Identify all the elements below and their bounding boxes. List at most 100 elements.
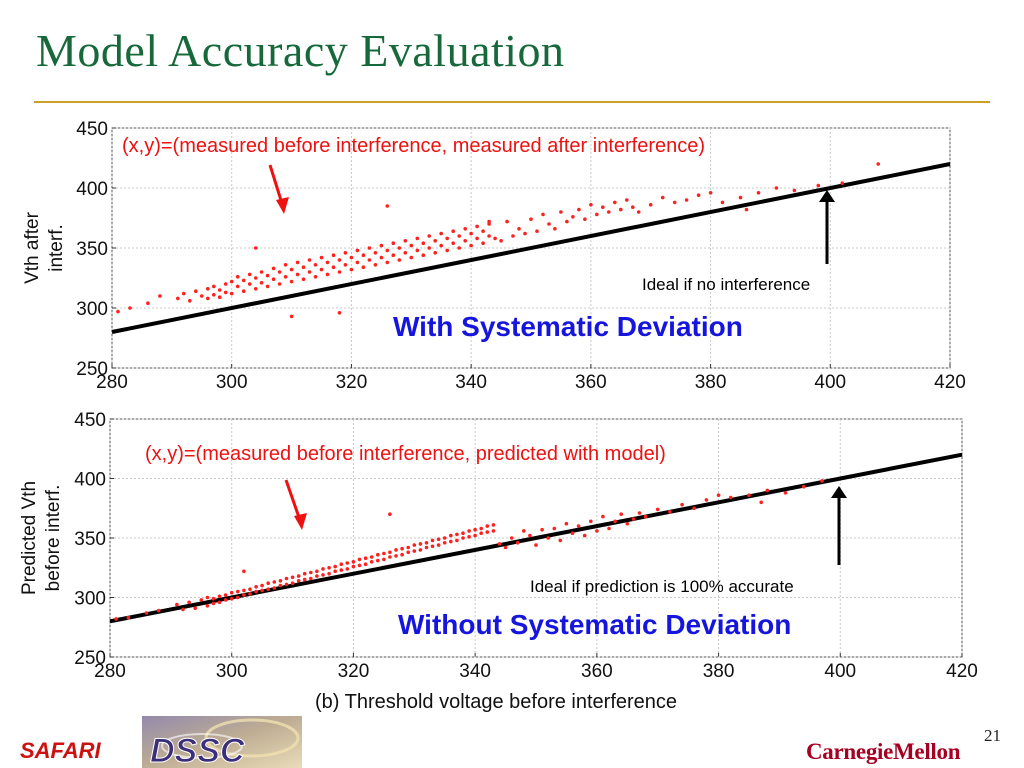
data-point <box>552 526 557 531</box>
data-point <box>259 270 264 274</box>
data-point <box>385 260 390 265</box>
data-point <box>449 533 453 538</box>
data-point <box>619 207 623 212</box>
data-point <box>369 560 374 564</box>
data-point <box>158 294 162 298</box>
data-point <box>266 581 271 585</box>
data-point <box>412 549 417 553</box>
chart-without-deviation: 280 300 320 340 360 380 400 420 250 300 350 400 450 P… <box>19 410 978 713</box>
data-point <box>505 219 509 224</box>
data-point <box>571 215 575 219</box>
data-point <box>289 267 294 272</box>
data-point <box>363 556 368 560</box>
data-point <box>302 571 307 576</box>
data-point <box>475 224 479 229</box>
data-point <box>485 530 490 534</box>
data-point <box>217 600 222 605</box>
data-point <box>259 281 264 285</box>
data-point <box>493 236 497 241</box>
point-definition-label: (x,y)=(measured before interference, pre… <box>145 443 666 465</box>
data-point <box>236 589 240 594</box>
data-point <box>601 514 605 519</box>
data-point <box>613 519 617 524</box>
data-point <box>668 510 672 514</box>
data-point <box>382 551 386 556</box>
data-point <box>333 569 338 574</box>
data-point <box>229 590 234 595</box>
data-point <box>403 239 408 243</box>
data-point <box>295 260 300 265</box>
data-point <box>283 275 288 279</box>
data-point <box>415 236 420 241</box>
data-point <box>248 587 252 591</box>
data-point <box>156 608 161 613</box>
data-point <box>491 529 496 533</box>
ideal-line <box>109 452 963 624</box>
data-point <box>254 589 258 594</box>
title-divider <box>34 101 990 103</box>
data-point <box>469 231 473 236</box>
data-point <box>625 198 629 202</box>
data-point <box>625 521 630 526</box>
data-point <box>403 251 408 255</box>
data-point <box>442 536 447 540</box>
data-point <box>509 536 514 540</box>
data-point <box>473 533 477 538</box>
data-point <box>540 527 544 532</box>
data-point <box>284 576 289 581</box>
data-point <box>467 529 471 533</box>
data-point <box>487 234 491 238</box>
data-point <box>388 512 392 516</box>
data-point <box>451 229 456 233</box>
data-point <box>253 287 258 291</box>
data-point <box>367 258 372 262</box>
dssc-logo-text: DSSC <box>150 732 245 768</box>
y-axis-label: Predicted Vth before interf. <box>19 481 64 595</box>
data-point <box>391 253 396 257</box>
data-point <box>528 533 532 538</box>
data-point <box>217 594 222 599</box>
data-point <box>792 188 797 193</box>
data-point <box>720 200 725 205</box>
data-point <box>307 270 312 274</box>
data-point <box>349 255 354 260</box>
data-point <box>325 260 330 265</box>
data-point <box>385 204 390 208</box>
y-axis-label-line: before interf. <box>43 485 64 592</box>
data-point <box>272 586 277 590</box>
data-point <box>188 299 192 303</box>
data-point <box>457 246 462 250</box>
black-arrow-head <box>831 486 847 498</box>
data-point <box>716 493 721 497</box>
data-point <box>655 507 660 512</box>
data-point <box>765 488 770 493</box>
data-point <box>529 217 533 221</box>
data-point <box>467 535 471 539</box>
data-point <box>424 541 429 545</box>
data-point <box>182 291 186 296</box>
data-point <box>461 536 465 540</box>
data-point <box>223 282 228 286</box>
data-point <box>194 289 198 293</box>
data-point <box>284 582 289 587</box>
data-point <box>485 524 490 528</box>
data-point <box>802 485 806 489</box>
y-tick-label: 400 <box>74 470 106 491</box>
data-point <box>193 606 197 610</box>
x-tick-label: 380 <box>703 661 735 682</box>
data-point <box>430 538 435 543</box>
data-point <box>607 526 611 531</box>
data-point <box>302 577 307 582</box>
data-point <box>289 279 294 284</box>
data-point <box>692 506 696 511</box>
data-point <box>181 607 185 612</box>
dssc-logo: DSSC <box>142 716 302 768</box>
data-point <box>345 567 350 571</box>
data-point <box>409 243 414 248</box>
data-point <box>445 236 450 241</box>
data-point <box>583 217 587 221</box>
page-number: 21 <box>984 726 1001 745</box>
data-point <box>696 193 701 197</box>
data-point <box>382 557 386 562</box>
data-point <box>455 538 459 543</box>
